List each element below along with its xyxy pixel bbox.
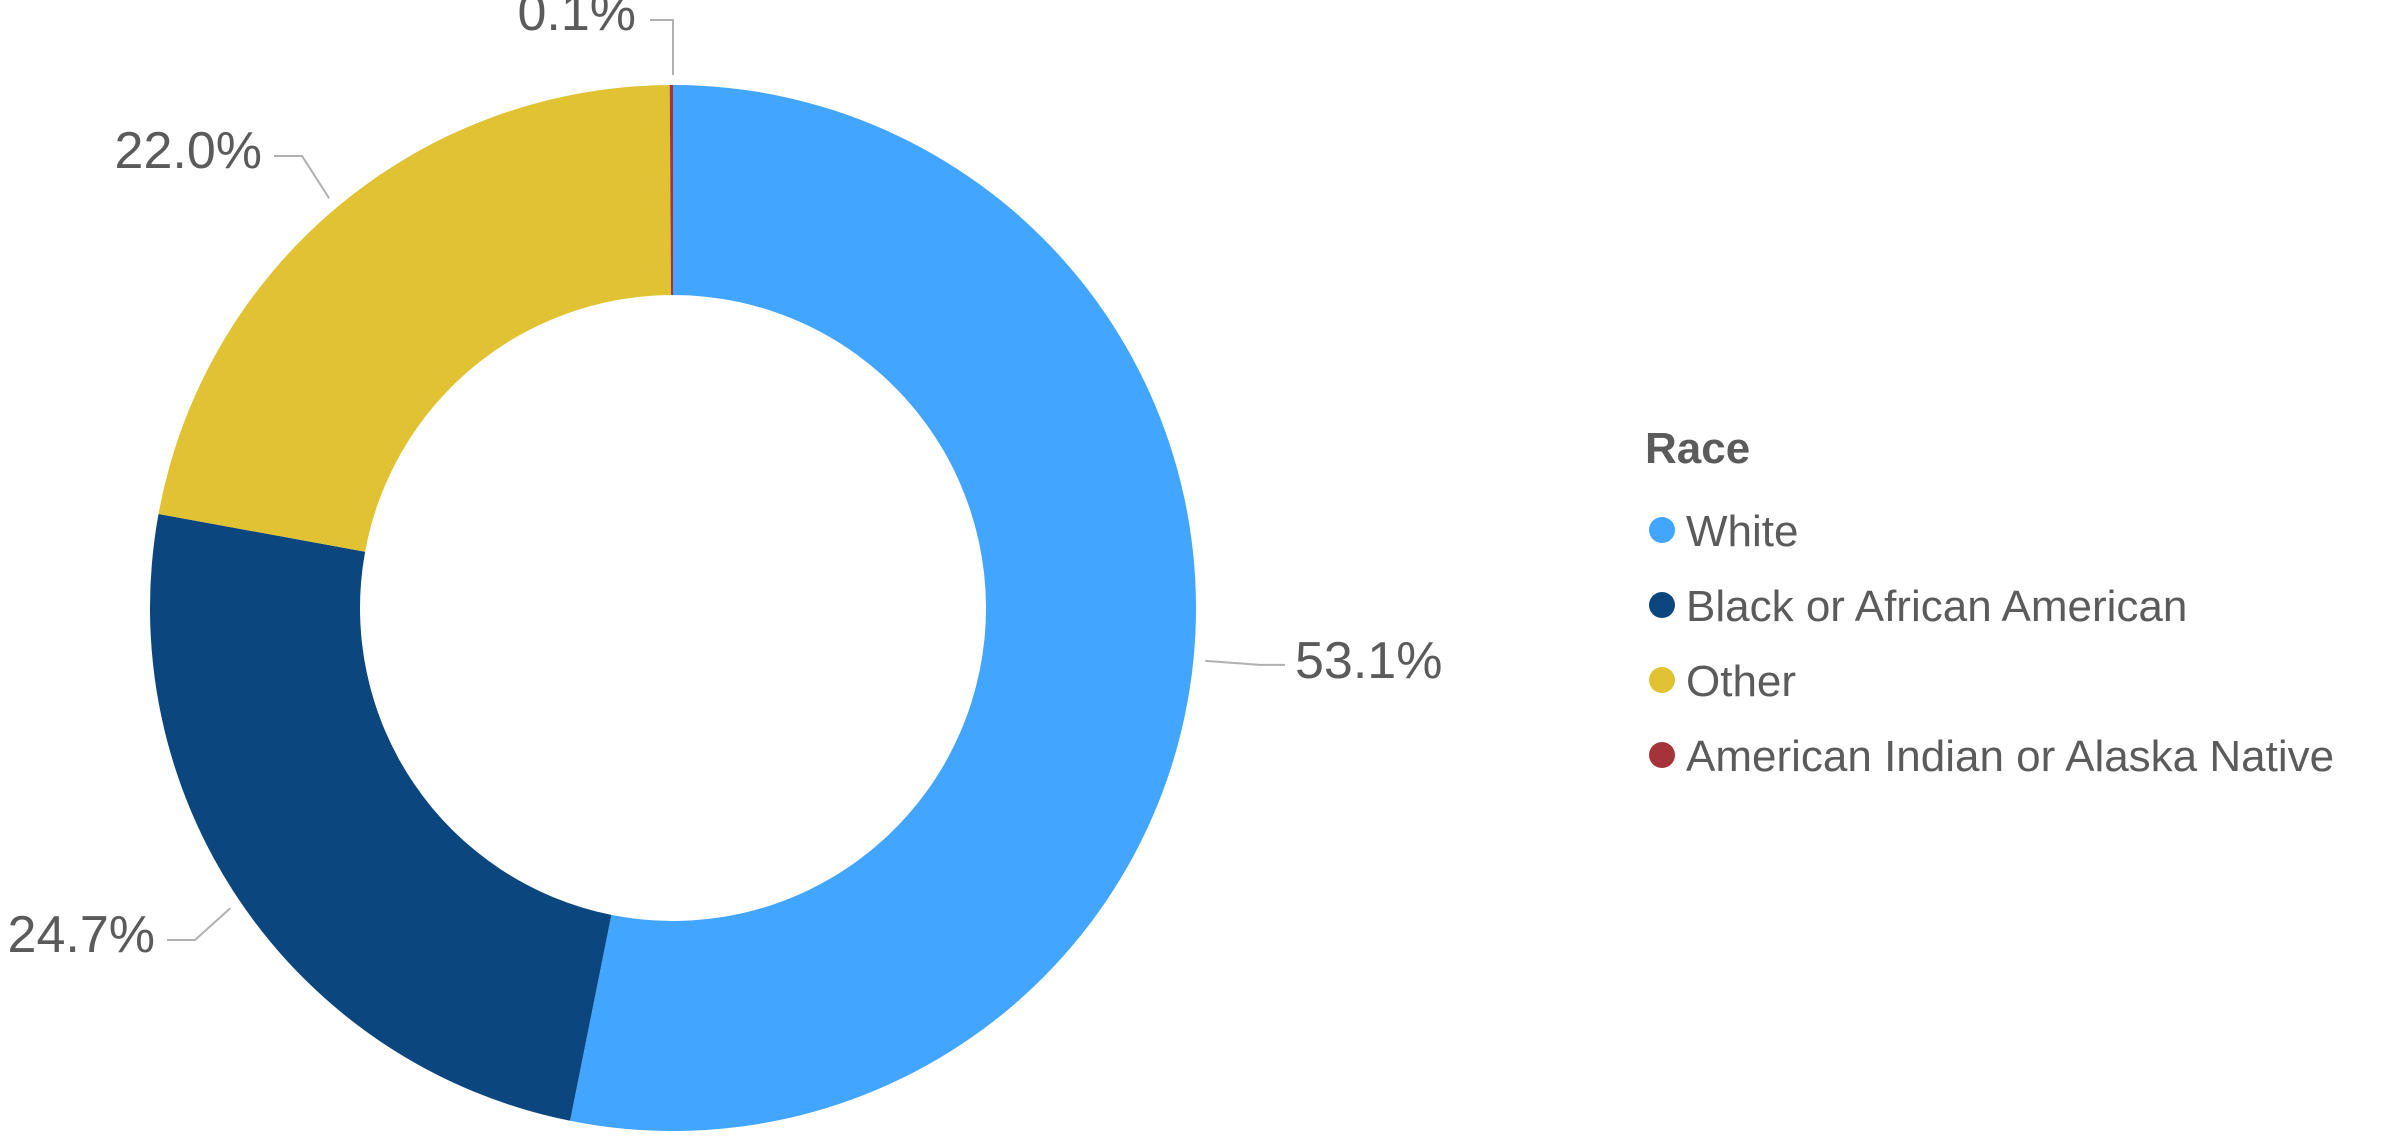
legend-label: American Indian or Alaska Native [1686, 732, 2334, 781]
legend-marker [1649, 742, 1675, 768]
leader-line [1205, 659, 1285, 666]
leader-line [650, 19, 674, 75]
legend-label: White [1686, 507, 1798, 556]
legend: Race White Black or African American Other… [1645, 424, 2334, 781]
legend-marker [1649, 517, 1675, 543]
legend-title: Race [1645, 424, 1750, 473]
slice-other[interactable] [158, 85, 672, 552]
slice-black-or-african-american[interactable] [149, 513, 612, 1121]
legend-label: Black or African American [1686, 582, 2187, 631]
slice-white[interactable] [570, 85, 1196, 1131]
slice-american-indian-or-alaska-native[interactable] [669, 85, 673, 296]
data-labels: 53.1% 24.7% 22.0% 0.1% [8, 0, 1443, 964]
legend-label: Other [1686, 657, 1796, 706]
data-label: 24.7% [8, 906, 155, 964]
legend-item[interactable]: Black or African American [1649, 582, 2187, 631]
legend-marker [1649, 667, 1675, 693]
data-label: 0.1% [517, 0, 636, 42]
legend-item[interactable]: American Indian or Alaska Native [1649, 732, 2334, 781]
legend-marker [1649, 592, 1675, 618]
data-label: 22.0% [115, 122, 262, 180]
legend-item[interactable]: White [1649, 507, 1798, 556]
legend-item[interactable]: Other [1649, 657, 1796, 706]
donut-slices [149, 85, 1196, 1131]
leader-line [274, 155, 330, 199]
legend-items: White Black or African American Other Ameri… [1649, 507, 2334, 781]
leader-line [167, 907, 231, 941]
data-label-leaders [167, 19, 1285, 941]
data-label: 53.1% [1295, 632, 1442, 690]
